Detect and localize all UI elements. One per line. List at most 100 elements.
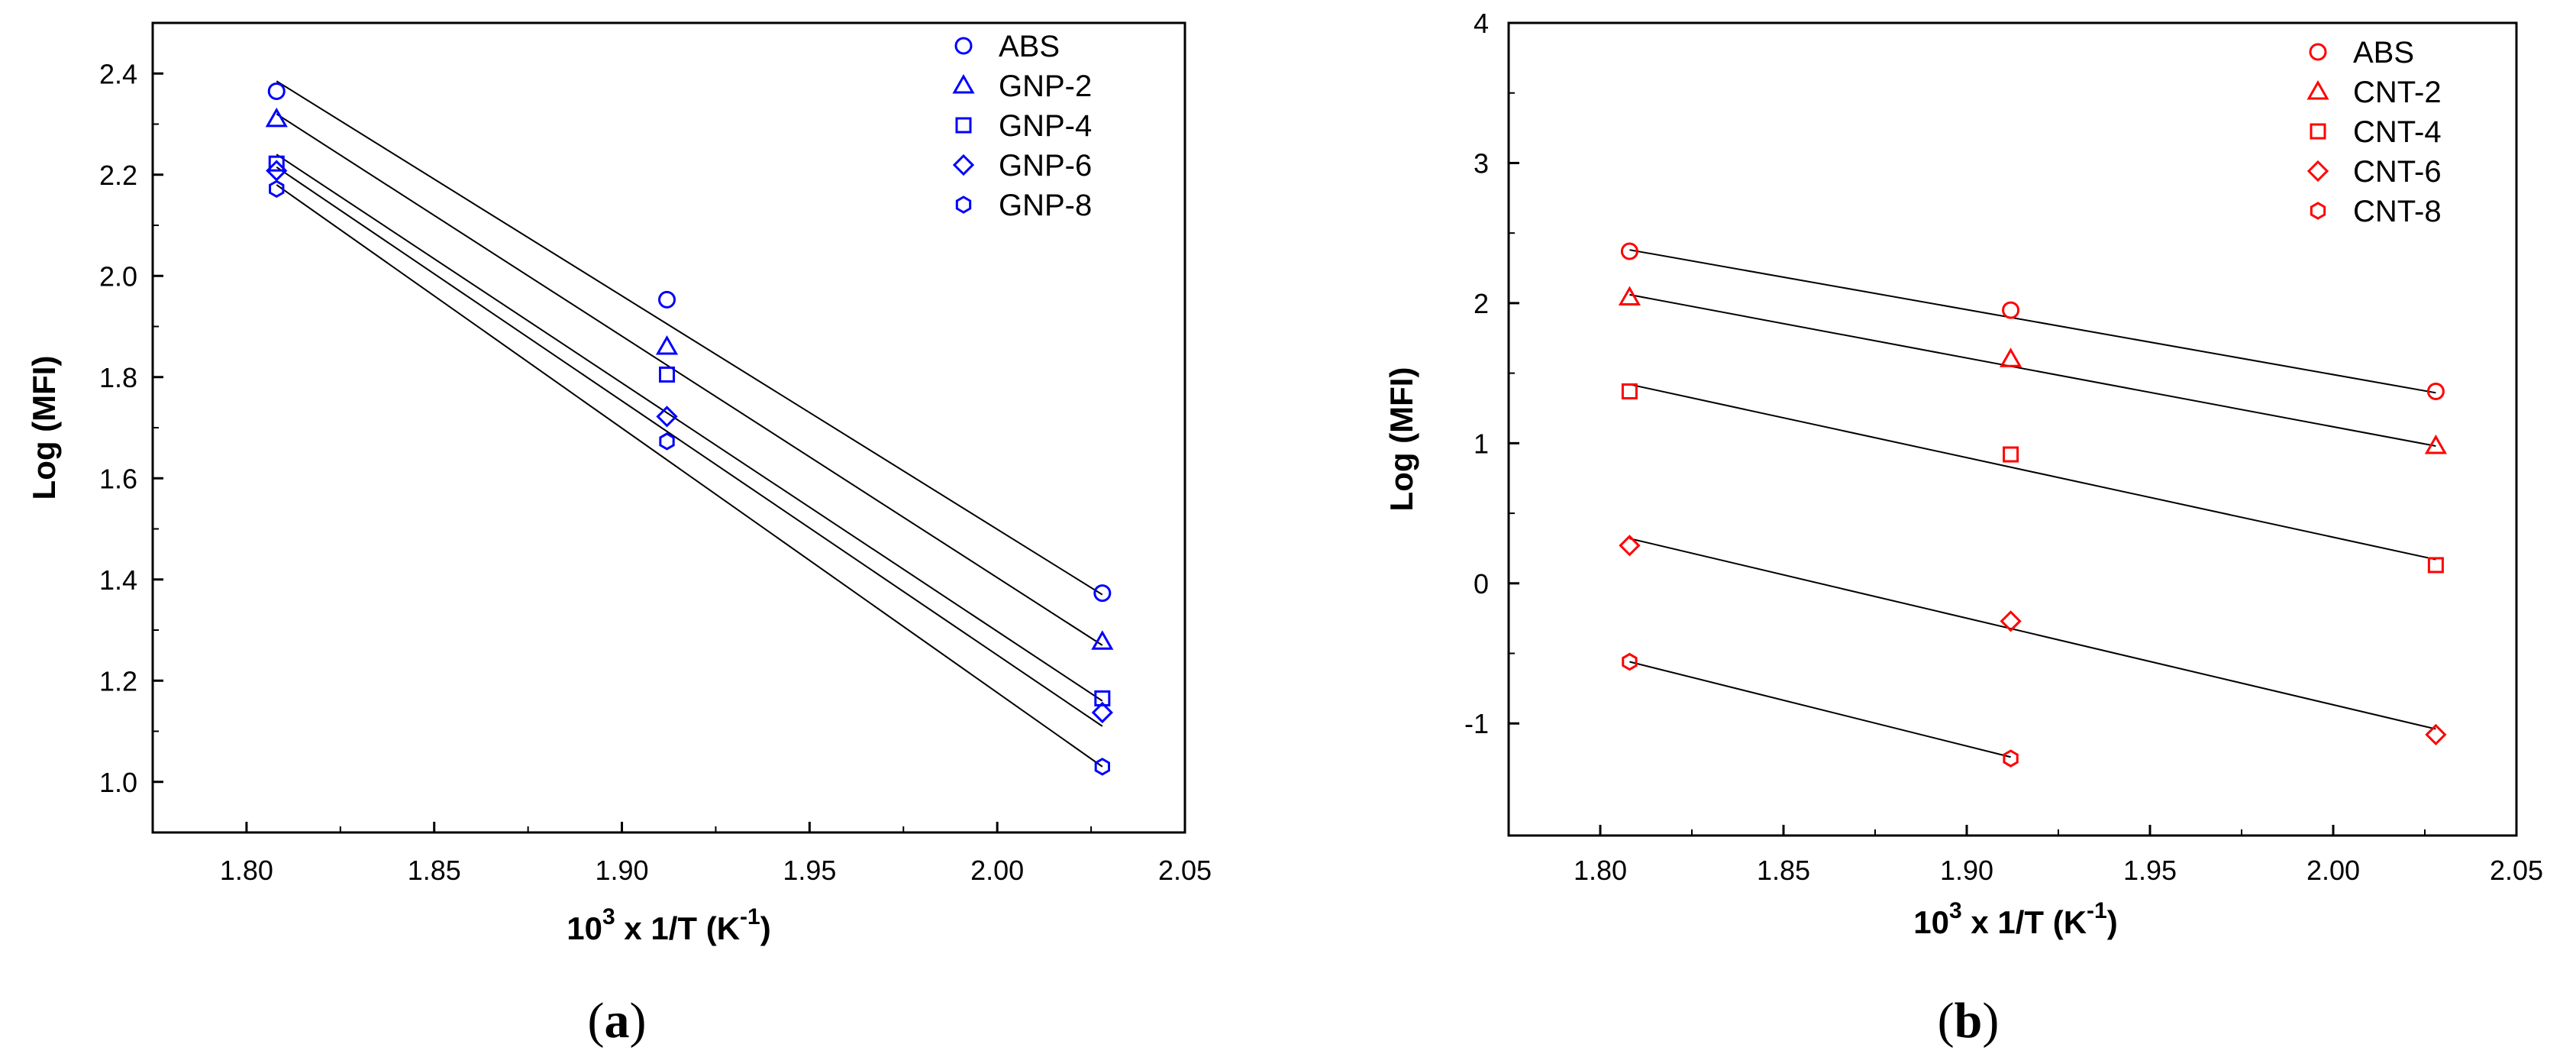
panel-a-legend-marker-gnp-8 <box>955 196 972 214</box>
panel-b-x-tick-label: 2.00 <box>2306 855 2360 886</box>
panel-a-legend: ABS GNP-2 GNP-4 GNP-6 GNP-8 <box>952 30 1092 222</box>
panel-b-x-axis-title-sup: 3 <box>1949 898 1962 923</box>
panel-b-legend-marker-cnt-2 <box>2306 79 2329 100</box>
panel-b-point-cnt-6 <box>2000 610 2022 632</box>
panel-a-legend-label: GNP-2 <box>999 69 1092 103</box>
panel-b-legend-marker-cnt-8 <box>2310 202 2326 220</box>
panel-a-x-tick-label: 1.85 <box>408 855 461 886</box>
panel-b-x-axis-title-sup2: -1 <box>2087 898 2107 923</box>
panel-b-legend-marker-abs <box>2309 43 2327 61</box>
panel-a-legend-marker-gnp-6 <box>952 154 975 176</box>
panel-b-fit-lines <box>1629 249 2436 758</box>
panel-b-point-cnt-4 <box>2427 557 2444 574</box>
panel-a-fit-line-gnp-8 <box>276 184 1103 768</box>
panel-b-x-tick-label: 1.80 <box>1574 855 1627 886</box>
panel-a-fit-lines <box>276 80 1103 768</box>
panel-a-label: (a) <box>588 993 647 1049</box>
panel-b-label-close: ) <box>1982 993 1999 1049</box>
panel-b-legend-label: CNT-8 <box>2353 195 2442 228</box>
panel-b-fit-line-cnt-6 <box>1629 538 2436 730</box>
panel-a-point-gnp-8 <box>659 432 675 451</box>
panel-b-x-axis: 1.80 1.85 1.90 1.95 2.00 2.05 <box>1574 825 2543 886</box>
panel-b-point-cnt-4 <box>2003 446 2019 463</box>
panel-b-label-letter: b <box>1955 993 1983 1049</box>
panel-a-legend-label: GNP-4 <box>999 109 1092 143</box>
panel-a-y-tick-label: 1.4 <box>99 564 137 596</box>
panel-a-plot-frame <box>151 21 1186 834</box>
panel-b-x-axis-title-base: 10 <box>1913 904 1949 940</box>
panel-a-legend-marker-gnp-4 <box>955 117 972 134</box>
panel-a-x-tick-label: 1.80 <box>220 855 273 886</box>
panel-b-x-tick-label: 1.85 <box>1757 855 1810 886</box>
panel-b-y-axis: -1 0 1 2 3 4 <box>1464 8 1519 739</box>
panel-a-point-abs <box>1093 584 1112 603</box>
panel-b-fit-line-cnt-4 <box>1629 383 2436 561</box>
panel-b-y-tick-label: 3 <box>1474 147 1489 179</box>
panel-a-legend-label: GNP-6 <box>999 149 1092 183</box>
panel-a-x-axis-title-sup2: -1 <box>740 904 760 929</box>
panel-b-x-tick-label: 1.95 <box>2123 855 2177 886</box>
panel-a-x-axis-title-end: ) <box>760 910 771 946</box>
panel-b-x-tick-label: 1.90 <box>1940 855 1993 886</box>
panel-b-point-abs <box>2426 382 2445 400</box>
panel-b-legend-marker-cnt-6 <box>2306 160 2329 183</box>
panel-a-point-gnp-2 <box>265 107 288 128</box>
panel-a-label-open: ( <box>588 993 605 1049</box>
panel-b-point-cnt-6 <box>1619 535 1641 557</box>
panel-a-fit-line-gnp-6 <box>276 166 1103 727</box>
panel-b-point-cnt-8 <box>2003 749 2019 768</box>
panel-a-data-points <box>265 82 1114 776</box>
panel-a-point-gnp-6 <box>1091 701 1113 724</box>
panel-b-legend-label: CNT-2 <box>2353 76 2442 109</box>
panel-a-x-tick-label: 1.90 <box>596 855 649 886</box>
panel-b-legend-marker-cnt-4 <box>2310 123 2326 140</box>
panel-b-x-axis-title-end: ) <box>2107 904 2118 940</box>
panel-b-label-open: ( <box>1938 993 1955 1049</box>
panel-a-point-gnp-4 <box>659 366 676 383</box>
panel-a-label-letter: a <box>605 993 630 1049</box>
panel-b-chart: 1.80 1.85 1.90 1.95 2.00 2.05 -1 0 1 2 3 4 ABS CNT-… <box>1383 8 2543 1049</box>
panel-a-point-abs <box>267 82 286 100</box>
panel-a-x-axis: 1.80 1.85 1.90 1.95 2.00 2.05 <box>220 822 1212 886</box>
panel-b-point-cnt-2 <box>2424 434 2447 454</box>
panel-a-point-gnp-2 <box>1091 630 1114 650</box>
panel-a-x-tick-label: 1.95 <box>783 855 836 886</box>
panel-a-y-tick-label: 1.6 <box>99 463 137 494</box>
panel-a-fit-line-abs <box>276 80 1103 596</box>
panel-a-point-gnp-8 <box>1094 758 1110 776</box>
panel-a-y-axis-title: Log (MFI) <box>26 356 62 500</box>
panel-a-label-close: ) <box>630 993 647 1049</box>
panel-b-point-cnt-6 <box>2425 723 2447 746</box>
panel-a-x-tick-label: 2.05 <box>1158 855 1212 886</box>
panel-b-y-axis-title: Log (MFI) <box>1383 367 1419 512</box>
panel-b-y-tick-label: 0 <box>1474 568 1489 600</box>
panel-a-y-tick-label: 1.8 <box>99 362 137 393</box>
panel-a-y-tick-label: 2.2 <box>99 160 137 191</box>
panel-b-legend-label: CNT-6 <box>2353 155 2442 189</box>
panel-b-fit-line-abs <box>1629 249 2436 394</box>
panel-a-y-tick-label: 2.4 <box>99 58 137 89</box>
panel-b-data-points <box>1618 242 2447 768</box>
panel-b-point-cnt-4 <box>1621 383 1638 399</box>
panel-a-legend-label: ABS <box>999 30 1060 63</box>
panel-a-point-gnp-6 <box>266 160 288 182</box>
panel-a-point-abs <box>658 290 676 309</box>
panel-b-x-tick-label: 2.05 <box>2490 855 2543 886</box>
panel-a-legend-label: GNP-8 <box>999 189 1092 222</box>
panel-b-x-axis-title: 103 x 1/T (K-1) <box>1913 898 2117 940</box>
panel-a-x-axis-title-base: 10 <box>567 910 602 946</box>
panel-b-point-abs <box>2002 301 2020 319</box>
panel-a-y-axis: 1.0 1.2 1.4 1.6 1.8 2.0 2.2 2.4 <box>99 58 163 798</box>
panel-a-y-tick-label: 2.0 <box>99 260 137 292</box>
panel-b-y-tick-label: 4 <box>1474 8 1489 39</box>
panel-b-legend: ABS CNT-2 CNT-4 CNT-6 CNT-8 <box>2306 36 2442 228</box>
panel-a-y-tick-label: 1.2 <box>99 665 137 697</box>
panel-a-chart: 1.80 1.85 1.90 1.95 2.00 2.05 1.0 1.2 1.4 1.6 1.8… <box>26 21 1212 1049</box>
panel-b-y-tick-label: 2 <box>1474 288 1489 319</box>
panel-b-point-cnt-2 <box>1618 286 1641 306</box>
panel-b-plot-frame <box>1507 21 2518 837</box>
panel-a-point-gnp-6 <box>656 406 678 428</box>
panel-b-fit-line-cnt-2 <box>1629 293 2436 447</box>
panel-b-point-cnt-8 <box>1622 652 1638 671</box>
